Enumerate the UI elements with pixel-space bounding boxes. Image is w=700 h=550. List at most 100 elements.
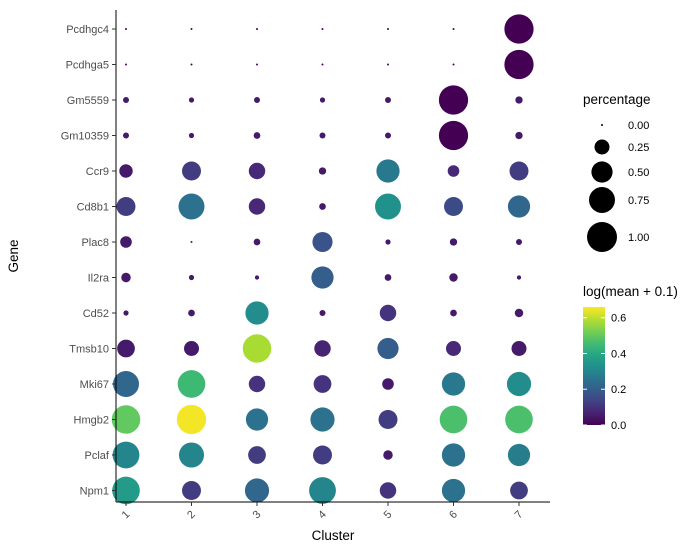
dot-Pclaf-cluster-3 [248,446,266,464]
dot-Mki67-cluster-4 [313,375,332,393]
dot-Pcdhgc4-cluster-3 [256,28,258,30]
dot-Hmgb2-cluster-5 [378,410,398,429]
dot-Plac8-cluster-5 [385,239,391,245]
dot-Pcdhgc4-cluster-2 [190,28,193,30]
dot-Pcdhga5-cluster-6 [452,63,455,66]
dot-Gm5559-cluster-5 [385,97,391,103]
dot-Cd52-cluster-4 [319,310,326,316]
dot-Pcdhga5-cluster-3 [256,63,258,66]
y-axis-title: Gene [6,239,21,272]
size-legend-key-0.75 [589,187,615,213]
y-tick-label-Gm5559: Gm5559 [67,95,109,107]
size-legend-title: percentage [583,92,651,107]
dot-Pcdhga5-cluster-5 [387,63,389,66]
dot-Cd52-cluster-5 [379,304,397,322]
dot-Gm10359-cluster-2 [188,132,195,139]
size-legend: percentage 0.00 0.25 0.50 0.75 1.00 [583,92,651,252]
dot-Tmsb10-cluster-6 [446,341,461,356]
dot-Tmsb10-cluster-2 [184,341,199,356]
dot-Il2ra-cluster-2 [188,274,195,281]
dot-Pcdhga5-cluster-1 [125,63,127,66]
dot-Hmgb2-cluster-3 [245,408,269,431]
dot-Gm10359-cluster-7 [515,131,523,140]
dot-Cd8b1-cluster-3 [248,198,266,215]
x-tick-label-7: 7 [513,509,526,522]
dot-Pclaf-cluster-4 [313,445,332,465]
dot-Pclaf-cluster-1 [112,441,140,469]
dot-Pclaf-cluster-6 [441,443,466,467]
dot-Plac8-cluster-6 [449,238,458,246]
dot-Pclaf-cluster-2 [178,442,205,468]
y-axis-ticks: Pcdhgc4 Pcdhga5 Gm5559 Gm10359 Ccr9 Cd8b1 Plac… [61,24,116,498]
y-tick-label-Tmsb10: Tmsb10 [69,344,109,356]
dot-Cd52-cluster-7 [514,308,524,318]
dot-Ccr9-cluster-3 [248,162,266,180]
dot-Mki67-cluster-7 [506,371,532,397]
color-legend: log(mean + 0.1) 0.0 0.2 0.4 0.6 [583,284,678,432]
x-tick-label-3: 3 [251,509,264,522]
dot-Npm1-cluster-5 [379,482,397,499]
color-legend-label-0.4: 0.4 [611,348,626,360]
x-tick-label-1: 1 [120,509,133,522]
dot-Tmsb10-cluster-4 [314,340,331,357]
dot-Pcdhga5-cluster-4 [321,63,324,66]
dot-Plac8-cluster-4 [312,231,333,253]
dot-Gm5559-cluster-3 [254,97,260,103]
dot-Plac8-cluster-1 [120,236,132,248]
dot-Mki67-cluster-5 [382,378,394,390]
dot-Cd8b1-cluster-5 [375,193,401,220]
dot-Ccr9-cluster-4 [318,167,327,175]
dot-Il2ra-cluster-7 [516,275,522,280]
dot-Ccr9-cluster-6 [447,165,460,177]
dot-Hmgb2-cluster-7 [505,405,533,434]
x-tick-label-5: 5 [382,509,395,522]
dot-Il2ra-cluster-6 [449,273,458,282]
color-legend-label-0.6: 0.6 [611,313,626,325]
dot-Gm10359-cluster-4 [319,132,326,139]
dot-Il2ra-cluster-3 [254,275,260,280]
dot-Hmgb2-cluster-4 [310,407,335,432]
dot-Hmgb2-cluster-6 [439,405,468,434]
dot-Gm10359-cluster-6 [438,120,469,151]
y-tick-label-Pcdhgc4: Pcdhgc4 [66,24,109,36]
size-legend-key-0.00 [601,124,603,126]
dot-Gm5559-cluster-6 [438,85,469,115]
dot-Npm1-cluster-4 [309,477,336,504]
dot-Il2ra-cluster-4 [311,266,334,289]
size-legend-key-1.00 [587,222,617,252]
dot-Hmgb2-cluster-2 [176,404,207,435]
dot-Gm5559-cluster-1 [123,97,129,103]
y-tick-label-Mki67: Mki67 [80,379,109,391]
dot-Plac8-cluster-2 [190,241,193,243]
dot-Mki67-cluster-1 [113,371,139,397]
dot-Pcdhgc4-cluster-1 [125,28,127,30]
color-legend-title: log(mean + 0.1) [583,284,678,299]
y-tick-label-Pcdhga5: Pcdhga5 [66,60,109,72]
dot-Mki67-cluster-3 [248,375,266,393]
dot-Pcdhgc4-cluster-4 [321,28,324,30]
dot-Mki67-cluster-2 [177,370,206,398]
y-tick-label-Hmgb2: Hmgb2 [74,415,109,427]
dot-Il2ra-cluster-5 [384,274,392,281]
dot-Gm10359-cluster-3 [253,132,261,139]
dot-Cd8b1-cluster-6 [444,197,463,216]
dot-Npm1-cluster-3 [244,478,270,503]
dot-Cd52-cluster-3 [245,301,269,325]
x-axis-ticks: 1 2 3 4 5 6 7 [120,502,526,522]
dot-Mki67-cluster-6 [441,372,466,396]
dot-Gm10359-cluster-5 [385,132,391,139]
dot-Npm1-cluster-7 [510,481,528,500]
dot-Plac8-cluster-7 [516,239,522,245]
dot-Ccr9-cluster-1 [119,164,133,178]
colorbar [583,307,605,425]
dot-Pclaf-cluster-5 [383,450,393,460]
dot-Ccr9-cluster-5 [376,159,400,183]
dot-Pcdhgc4-cluster-5 [387,28,389,30]
dot-Plac8-cluster-3 [253,238,261,246]
dot-Gm5559-cluster-7 [515,96,523,104]
dot-Ccr9-cluster-7 [509,161,529,181]
size-legend-key-0.50 [591,161,613,183]
plot-area [111,14,534,505]
dot-Npm1-cluster-6 [441,478,466,503]
size-legend-key-0.25 [594,139,610,155]
